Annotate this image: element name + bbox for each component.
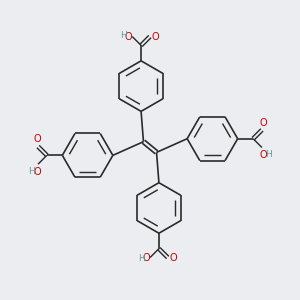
- Text: O: O: [259, 118, 267, 128]
- Text: O: O: [33, 167, 41, 177]
- Text: H: H: [120, 31, 127, 40]
- Text: O: O: [152, 32, 159, 42]
- Text: H: H: [138, 254, 145, 263]
- Text: O: O: [259, 150, 267, 160]
- Text: O: O: [142, 253, 150, 262]
- Text: O: O: [33, 134, 41, 144]
- Text: H: H: [265, 150, 272, 159]
- Text: O: O: [169, 253, 177, 262]
- Text: O: O: [124, 32, 132, 42]
- Text: H: H: [28, 167, 35, 176]
